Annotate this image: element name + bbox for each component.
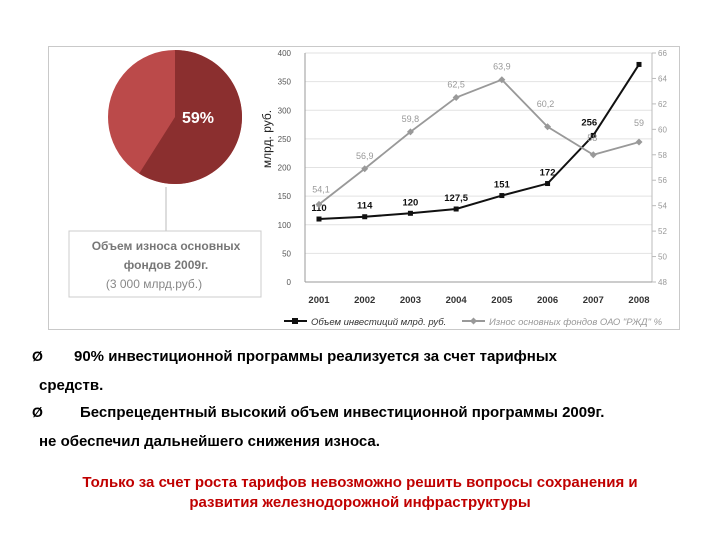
x-tick-label: 2004 [446,295,468,306]
legend-label-investment: Объем инвестиций млрд. руб. [311,317,446,328]
point-wear [452,94,460,102]
data-label-investment: 120 [402,197,418,208]
y-left-tick-label: 150 [278,192,292,201]
x-tick-label: 2005 [491,295,513,306]
chart-axes: 0 50 100 150 200 250 300 350 400 48 50 52 54 56 58 60 62… [278,49,668,306]
y-right-tick-label: 64 [658,74,667,83]
point-investment [453,206,459,212]
y-right-tick-label: 58 [658,151,667,160]
pie-caption-line1: Объем износа основных [92,239,241,253]
conclusion-line2: развития железнодорожной инфраструктуры [189,494,531,511]
y-left-tick-label: 400 [278,49,292,58]
legend-marker-wear [470,317,477,325]
point-wear [498,76,506,84]
pie-caption-line2: фондов 2009г. [124,258,208,272]
data-label-investment: 110 [311,203,326,214]
pie-slice-wear [139,50,243,184]
series-line-wear [318,78,640,206]
y-right-tick-label: 52 [658,227,667,236]
point-investment [316,216,322,222]
x-tick-label: 2006 [537,295,558,306]
y-left-tick-label: 200 [278,164,292,173]
point-wear [315,200,323,208]
y-right-tick-label: 50 [658,253,667,262]
y-left-tick-label: 0 [287,278,292,287]
data-label-wear: 62,5 [447,80,465,90]
bullet-1-line2: средств. [39,377,104,394]
y-left-tick-label: 100 [278,221,292,230]
y-right-tick-label: 62 [658,100,667,109]
point-wear [589,151,597,159]
point-investment [499,193,505,199]
y-left-tick-label: 350 [278,78,292,87]
legend-marker-investment [292,318,298,324]
point-investment [362,214,368,220]
point-wear [406,128,414,136]
data-label-wear: 54,1 [312,184,330,194]
data-label-wear: 58 [587,133,597,143]
y-right-tick-label: 54 [658,202,667,211]
x-tick-label: 2002 [354,295,375,306]
pie-caption-line3: (3 000 млрд.руб.) [106,277,202,291]
bullet-arrow-2: Ø [32,404,43,420]
chart-legend: Объем инвестиций млрд. руб. Износ основн… [284,317,663,328]
data-label-investment: 256 [581,117,597,128]
point-investment [545,181,551,187]
x-tick-label: 2008 [628,295,649,306]
data-label-wear: 59,8 [402,114,420,124]
pie-percent-label: 59% [182,110,214,127]
chart-canvas: 59% Объем износа основных фондов 2009г. … [68,49,667,328]
point-investment [636,61,642,67]
bullet-2-line1: Беспрецедентный высокий объем инвестицио… [80,404,605,421]
data-label-wear: 56,9 [356,151,374,161]
y-right-tick-label: 60 [658,125,667,134]
data-label-wear: 59 [634,118,644,128]
data-label-investment: 127,5 [444,193,468,204]
x-tick-label: 2003 [400,295,421,306]
y-left-tick-label: 50 [282,249,291,258]
y-left-tick-label: 250 [278,135,292,144]
line-chart: млрд. руб. 0 50 100 150 200 250 300 350 400 48 50 5… [260,49,667,328]
y-left-tick-label: 300 [278,106,292,115]
chart-frame: 59% Объем износа основных фондов 2009г. … [48,46,680,330]
y-right-tick-label: 48 [658,278,667,287]
series-line-investment [318,63,640,221]
y-axis-title: млрд. руб. [260,110,274,168]
point-wear [635,138,643,146]
y-right-tick-label: 56 [658,176,667,185]
bullet-2-line2: не обеспечил дальнейшего снижения износа… [39,433,380,450]
conclusion-text: Только за счет роста тарифов невозможно … [30,473,690,513]
data-label-investment: 172 [540,168,556,179]
data-label-investment: 151 [494,180,511,191]
data-label-investment: 114 [357,201,373,212]
chart-marks: 110 114 120 127,5 151 172 256 54,1 56,9 59,8 62,5 6… [311,62,644,222]
point-wear [544,123,552,131]
point-investment [407,210,413,216]
point-investment [590,132,596,138]
legend-label-wear: Износ основных фондов ОАО "РЖД" % [489,317,663,328]
bullet-arrow-1: Ø [32,348,43,364]
bullet-1-line1: 90% инвестиционной программы реализуется… [74,348,558,365]
y-right-tick-label: 66 [658,49,667,58]
conclusion-line1: Только за счет роста тарифов невозможно … [82,474,638,491]
data-label-wear: 60,2 [537,99,555,109]
pie-caption-box [68,230,262,298]
x-tick-label: 2001 [308,295,330,306]
pie-chart: 59% [108,50,243,184]
point-wear [361,165,369,173]
data-label-wear: 63,9 [493,62,511,72]
x-tick-label: 2007 [583,295,604,306]
